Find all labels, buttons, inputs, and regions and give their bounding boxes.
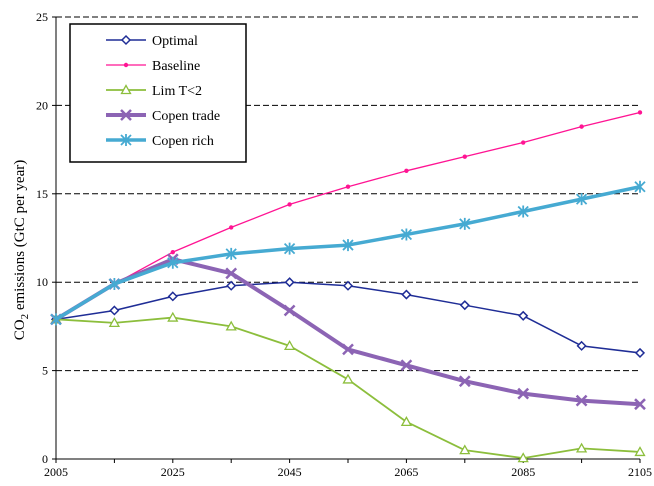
- data-point: [225, 247, 237, 260]
- series-optimal: [50, 277, 646, 358]
- x-tick-label: 2085: [511, 465, 535, 479]
- series-lim-t-2: [50, 311, 646, 463]
- series-copen-rich: [50, 180, 646, 326]
- legend-item: Optimal: [106, 34, 198, 49]
- data-point: [226, 280, 237, 291]
- legend-label: Copen trade: [152, 109, 220, 124]
- data-point: [401, 289, 412, 300]
- data-point: [167, 256, 179, 269]
- data-point: [517, 205, 529, 218]
- data-point: [400, 228, 413, 241]
- data-point: [283, 242, 296, 255]
- data-point: [287, 202, 292, 207]
- data-point: [634, 398, 646, 411]
- data-point: [167, 291, 178, 302]
- data-point: [108, 317, 121, 328]
- data-point: [517, 387, 530, 400]
- series-line: [55, 316, 641, 460]
- data-point: [575, 394, 588, 407]
- data-point: [459, 217, 471, 230]
- data-point: [283, 340, 296, 350]
- data-point: [342, 373, 354, 384]
- data-point: [518, 310, 529, 321]
- series-lines: [50, 110, 646, 463]
- data-point: [634, 446, 646, 457]
- y-tick-label: 20: [36, 98, 48, 112]
- y-tick-label: 15: [36, 187, 48, 201]
- x-tick-label: 2005: [44, 465, 68, 479]
- legend-swatch-marker: [120, 134, 132, 146]
- data-point: [225, 267, 238, 280]
- legend-item: Baseline: [106, 59, 200, 74]
- data-point: [400, 359, 413, 372]
- y-tick-label: 25: [36, 10, 48, 24]
- data-point: [50, 313, 62, 326]
- legend-item: Copen trade: [106, 109, 220, 124]
- data-point: [342, 280, 354, 291]
- data-point: [108, 277, 121, 290]
- data-point: [109, 305, 120, 316]
- series-line: [55, 185, 641, 321]
- series-copen-trade: [50, 253, 646, 411]
- data-point: [521, 140, 526, 145]
- legend-swatch-marker: [120, 34, 132, 46]
- data-point: [458, 375, 471, 388]
- x-tick-label: 2065: [394, 465, 418, 479]
- y-tick-label: 5: [42, 364, 48, 378]
- legend-item: Copen rich: [106, 134, 214, 149]
- data-point: [459, 444, 471, 455]
- data-point: [342, 343, 354, 356]
- data-point: [517, 452, 529, 463]
- data-point: [229, 225, 234, 230]
- data-point: [345, 184, 351, 189]
- data-point: [637, 110, 643, 115]
- legend-item: Lim T<2: [106, 84, 202, 99]
- x-tick-label: 2025: [161, 465, 185, 479]
- legend-label: Lim T<2: [152, 84, 202, 99]
- data-point: [459, 300, 470, 311]
- legend: Optimal Baseline Lim T<2 Copen trade Copen r…: [69, 23, 247, 163]
- data-point: [575, 442, 588, 453]
- data-point: [167, 311, 179, 322]
- legend-swatch-marker: [123, 62, 129, 68]
- data-point: [400, 416, 413, 427]
- data-point: [462, 154, 467, 159]
- x-tick-label: 2045: [278, 465, 302, 479]
- legend-box: [69, 23, 247, 163]
- x-tick-label: 2105: [628, 465, 652, 479]
- legend-label: Copen rich: [152, 134, 214, 149]
- data-point: [170, 249, 175, 255]
- y-axis-label: CO2 emissions (GtC per year): [12, 160, 31, 340]
- data-point: [575, 193, 588, 206]
- y-tick-label: 10: [36, 275, 48, 289]
- data-point: [634, 347, 646, 358]
- series-line: [55, 281, 641, 354]
- y-tick-label: 0: [42, 452, 48, 466]
- legend-swatch-marker: [120, 84, 132, 95]
- legend-label: Optimal: [152, 34, 198, 49]
- data-point: [284, 277, 295, 288]
- legend-swatch-marker: [120, 109, 132, 121]
- data-point: [579, 124, 584, 129]
- legend-label: Baseline: [152, 59, 200, 74]
- data-point: [283, 304, 296, 317]
- data-point: [225, 320, 237, 331]
- data-point: [634, 180, 646, 193]
- data-point: [576, 340, 587, 351]
- data-point: [404, 168, 409, 174]
- data-point: [342, 239, 354, 252]
